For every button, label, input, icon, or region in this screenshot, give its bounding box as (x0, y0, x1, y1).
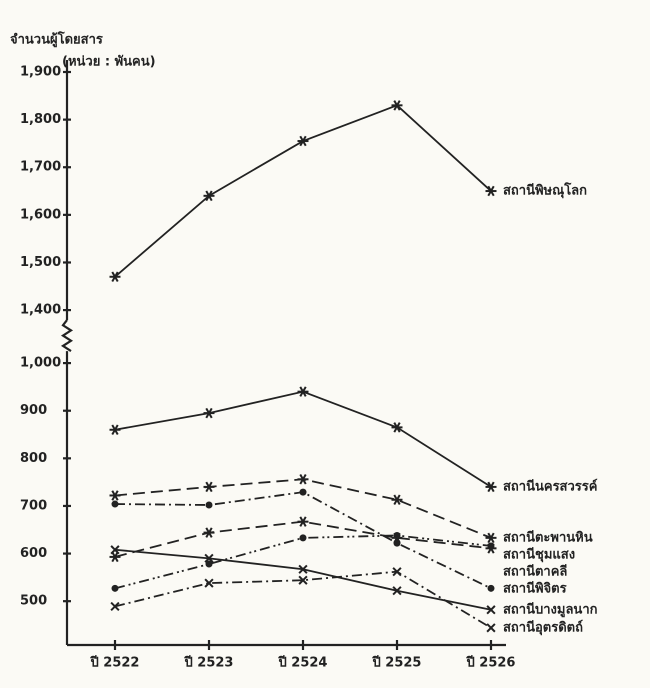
marker-stroke (111, 490, 119, 501)
marker (485, 543, 497, 554)
series-line (114, 478, 492, 539)
series-label: สถานีนครสวรรค์ (503, 478, 597, 494)
marker (487, 584, 495, 592)
marker-stroke (111, 424, 119, 436)
marker-stroke (298, 575, 308, 585)
marker (109, 490, 121, 501)
marker (297, 516, 309, 527)
marker-stroke (487, 481, 495, 493)
x-tick-label: ปี 2525 (371, 655, 421, 671)
marker-stroke (393, 100, 401, 111)
marker-stroke (393, 422, 401, 433)
marker (203, 407, 215, 419)
marker-stroke (205, 527, 213, 538)
marker-stroke (393, 494, 401, 506)
marker (485, 185, 497, 197)
marker (486, 623, 496, 633)
y-axis-unit: (หน่วย : พันคน) (62, 55, 156, 70)
y-tick-label: 1,500 (20, 255, 61, 270)
marker (392, 567, 402, 577)
marker-stroke (299, 135, 307, 147)
series-line (114, 104, 492, 278)
series-label: สถานีอุตรดิตถ์ (503, 619, 583, 635)
series-label: สถานีพิจิตร (503, 580, 567, 596)
marker (298, 575, 308, 585)
series-label: สถานีบางมูลนาก (503, 601, 598, 617)
y-tick-label: 800 (20, 451, 47, 466)
marker (205, 501, 213, 509)
x-tick-label: ปี 2526 (465, 655, 515, 671)
marker-stroke (298, 564, 308, 574)
marker-stroke (204, 578, 214, 588)
marker (485, 532, 497, 544)
marker (299, 534, 307, 542)
series-line (114, 570, 492, 629)
marker-stroke (110, 601, 120, 612)
y-tick-label: 1,600 (20, 207, 61, 222)
marker-stroke (205, 190, 213, 202)
marker-stroke (110, 545, 120, 555)
marker-stroke (205, 407, 213, 419)
marker (109, 424, 121, 436)
marker-stroke (487, 532, 495, 544)
y-axis-label: จำนวนผู้โดยสาร (10, 31, 103, 48)
marker-stroke (487, 543, 495, 554)
axis-break (60, 319, 74, 353)
series-label: สถานีตะพานหิน (503, 529, 593, 545)
marker (111, 500, 119, 508)
marker (391, 494, 403, 506)
marker-stroke (111, 551, 119, 563)
y-tick-label: 700 (20, 498, 47, 513)
series-label: สถานีพิษณุโลก (503, 182, 587, 199)
marker (298, 564, 308, 574)
x-tick-label: ปี 2523 (183, 655, 233, 671)
y-tick-label: 1,400 (20, 303, 61, 318)
y-tick-label: 1,000 (20, 356, 61, 371)
marker (391, 422, 403, 433)
y-tick-label: 600 (20, 546, 47, 561)
marker-stroke (299, 386, 307, 397)
marker (297, 474, 309, 485)
y-tick-label: 1,800 (20, 112, 61, 127)
marker (205, 560, 213, 568)
series-line (114, 390, 492, 488)
marker (391, 100, 403, 111)
x-tick-label: ปี 2524 (277, 655, 327, 671)
marker (110, 545, 120, 555)
marker-stroke (204, 553, 214, 563)
y-tick-label: 500 (20, 594, 47, 609)
series-label: สถานีชุมแสง (503, 546, 575, 562)
marker (203, 190, 215, 202)
marker (486, 605, 496, 615)
marker (485, 481, 497, 493)
marker (299, 488, 307, 496)
marker (110, 601, 120, 612)
marker-stroke (392, 586, 402, 596)
marker (297, 135, 309, 147)
marker (203, 481, 215, 493)
y-tick-label: 900 (20, 403, 47, 418)
marker (111, 584, 119, 592)
y-tick-label: 1,700 (20, 160, 61, 175)
marker (297, 386, 309, 397)
marker-stroke (486, 605, 496, 615)
marker-stroke (487, 185, 495, 197)
y-tick-label: 1,900 (20, 65, 61, 80)
marker-stroke (392, 567, 402, 577)
marker-stroke (486, 623, 496, 633)
marker-stroke (299, 474, 307, 485)
marker (204, 578, 214, 588)
marker-stroke (205, 481, 213, 493)
marker (203, 527, 215, 538)
marker (392, 586, 402, 596)
marker (109, 551, 121, 563)
x-tick-label: ปี 2522 (89, 655, 139, 671)
marker-stroke (111, 271, 119, 283)
marker (393, 539, 401, 547)
series-label: สถานีตาคลี (503, 563, 567, 579)
marker (204, 553, 214, 563)
marker-stroke (299, 516, 307, 527)
marker (109, 271, 121, 283)
